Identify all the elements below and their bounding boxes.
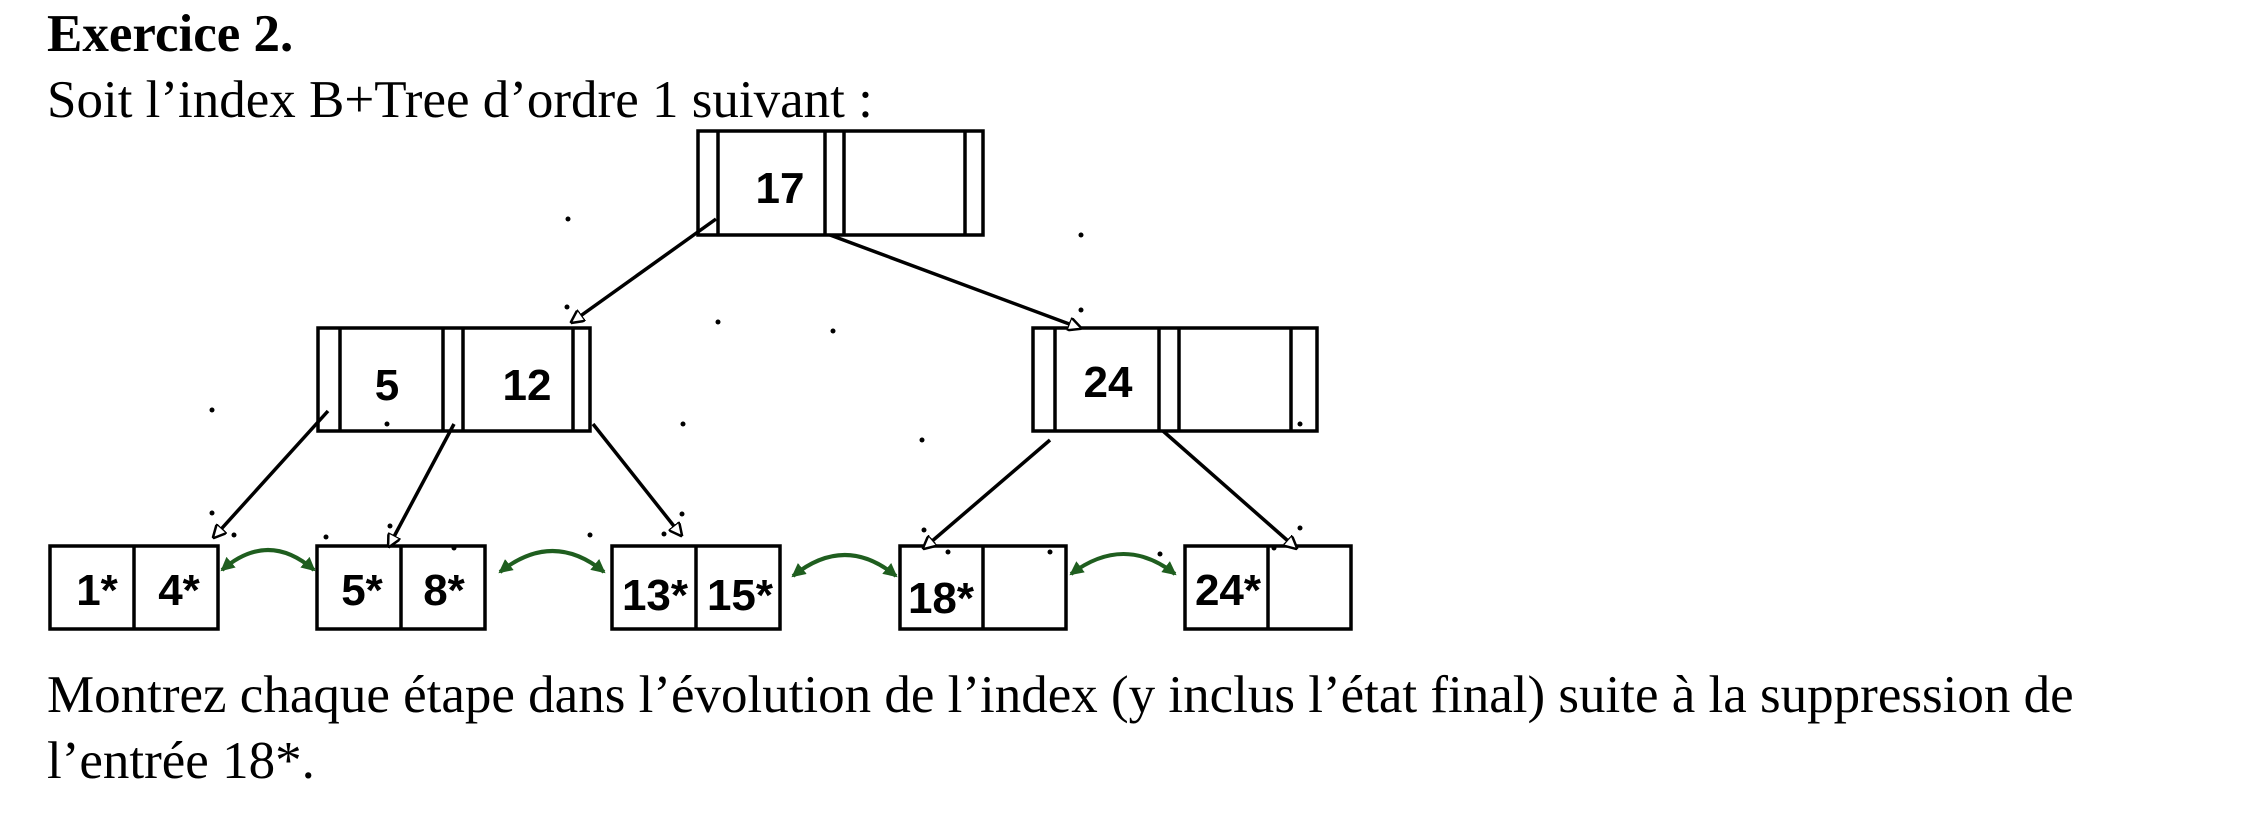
leaf-5-entry-1: 24*: [1195, 566, 1262, 615]
leaf-1-entry-2: 4*: [158, 566, 200, 615]
leaf-node-1: 1* 4*: [48, 544, 220, 631]
exercise-title: Exercice 2.: [47, 5, 294, 63]
leaf-3-entry-1: 13*: [622, 571, 689, 620]
leaf-2-entry-2: 8*: [423, 566, 465, 615]
exercise-question: Montrez chaque étape dans l’évolution de…: [47, 666, 2074, 790]
internal-right-key-1: 24: [1084, 358, 1133, 407]
sibling-link-4-5: [1069, 552, 1177, 576]
root-node: 17: [696, 129, 985, 237]
leaf-node-3: 13* 15*: [610, 544, 782, 631]
leaf-1-entry-1: 1*: [76, 566, 118, 615]
pointer-left-to-leaf-3: [591, 422, 681, 535]
sibling-link-3-4: [791, 553, 898, 578]
sibling-links: [220, 548, 1177, 578]
root-key-1: 17: [756, 164, 805, 213]
pointer-root-to-left: [572, 217, 718, 322]
exercise-intro: Soit l’index B+Tree d’ordre 1 suivant :: [47, 71, 873, 129]
leaf-3-entry-2: 15*: [707, 571, 774, 620]
pointer-root-to-right: [829, 233, 1080, 328]
internal-node-right: 24: [1031, 326, 1319, 433]
pointer-left-to-leaf-1: [214, 409, 330, 537]
leaf-node-5: 24*: [1183, 544, 1353, 631]
sibling-link-1-2: [220, 548, 316, 572]
leaf-2-entry-1: 5*: [341, 566, 383, 615]
leaf-node-2: 5* 8*: [315, 544, 487, 631]
leaf-node-4: 18*: [898, 544, 1068, 631]
tree-pointers: [214, 217, 1296, 548]
leaf-4-entry-1: 18*: [908, 574, 975, 623]
sibling-link-2-3: [498, 549, 606, 574]
scan-dots: [209, 216, 1303, 557]
internal-left-key-1: 5: [375, 361, 399, 410]
pointer-right-to-leaf-4: [924, 438, 1052, 548]
pointer-right-to-leaf-5: [1161, 429, 1296, 548]
internal-node-left: 5 12: [316, 326, 592, 433]
internal-left-key-2: 12: [503, 361, 552, 410]
pointer-left-to-leaf-2: [389, 423, 456, 546]
